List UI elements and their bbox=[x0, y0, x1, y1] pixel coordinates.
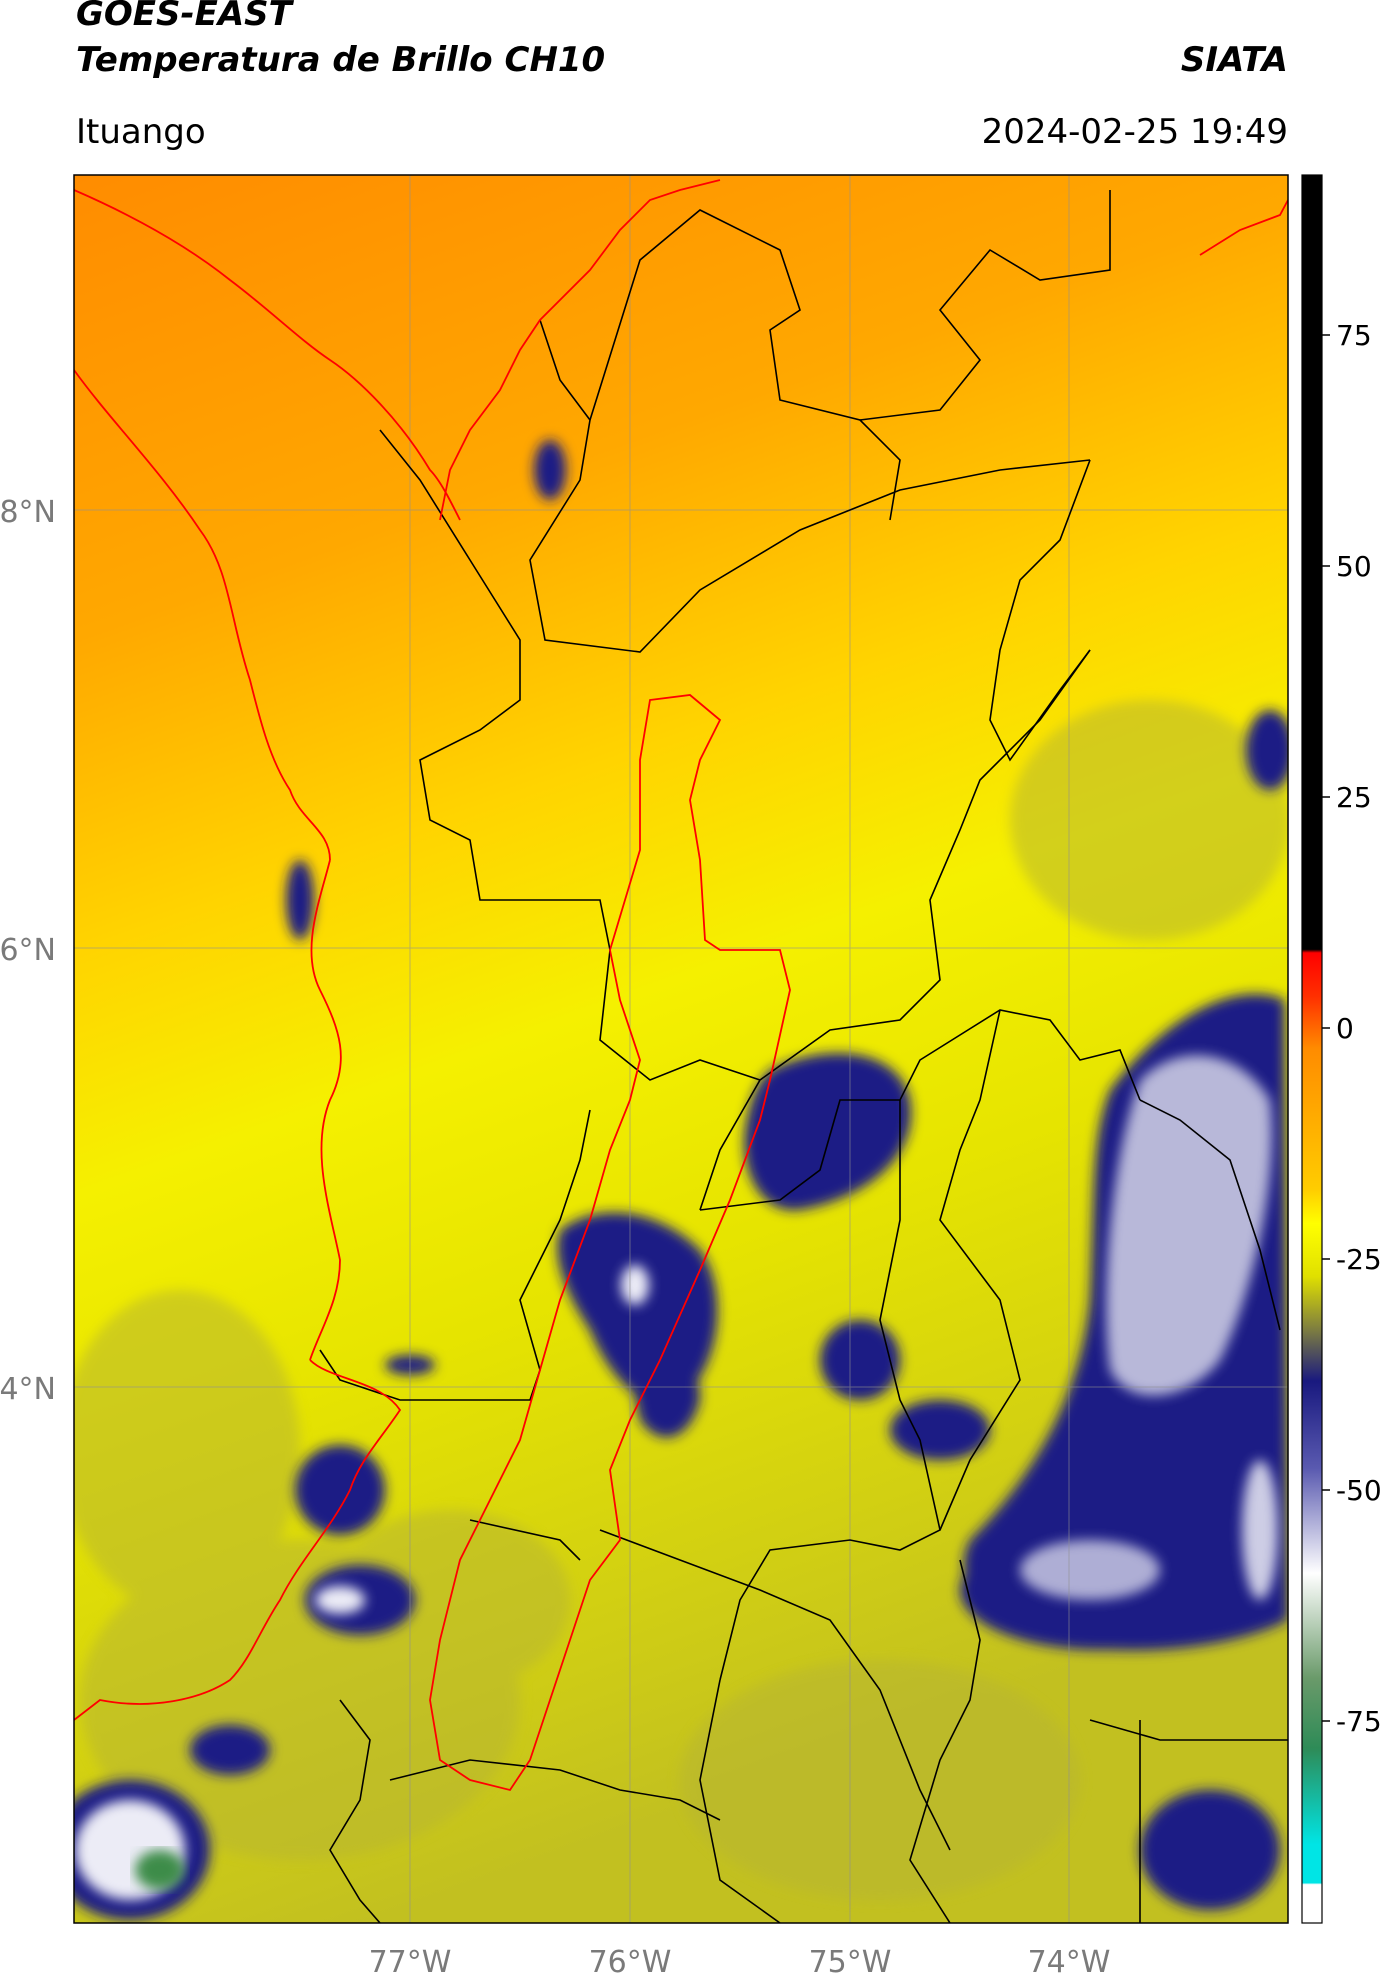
colorbar-label-0: 0 bbox=[1336, 1012, 1354, 1045]
lat-label-6n: 6°N bbox=[0, 933, 56, 968]
organization-label: SIATA bbox=[1180, 40, 1288, 80]
location-label: Ituango bbox=[76, 112, 206, 152]
colorbar bbox=[1301, 174, 1323, 1924]
lat-label-4n: 4°N bbox=[0, 1372, 56, 1407]
colorbar-label-50: 50 bbox=[1336, 550, 1372, 583]
lat-label-8n: 8°N bbox=[0, 495, 56, 530]
lon-label-76w: 76°W bbox=[589, 1945, 672, 1980]
department-borders bbox=[319, 190, 1288, 1923]
colorbar-label-minus-75: -75 bbox=[1336, 1705, 1382, 1738]
lon-label-75w: 75°W bbox=[809, 1945, 892, 1980]
title-line-2: Temperatura de Brillo CH10 bbox=[76, 40, 606, 80]
lon-label-74w: 74°W bbox=[1028, 1945, 1111, 1980]
colorbar-label-75: 75 bbox=[1336, 319, 1372, 352]
coastline-and-basin-outline bbox=[74, 179, 1288, 1792]
datetime-label: 2024-02-25 19:49 bbox=[981, 112, 1288, 152]
colorbar-ticks bbox=[1322, 334, 1330, 1722]
colorbar-label-minus-25: -25 bbox=[1336, 1243, 1382, 1276]
colorbar-label-25: 25 bbox=[1336, 781, 1372, 814]
map-frame bbox=[73, 174, 1289, 1924]
title-line-1: GOES-EAST bbox=[76, 0, 292, 34]
colorbar-label-minus-50: -50 bbox=[1336, 1474, 1382, 1507]
brightness-temperature-field bbox=[74, 175, 1288, 1923]
lon-label-77w: 77°W bbox=[369, 1945, 452, 1980]
